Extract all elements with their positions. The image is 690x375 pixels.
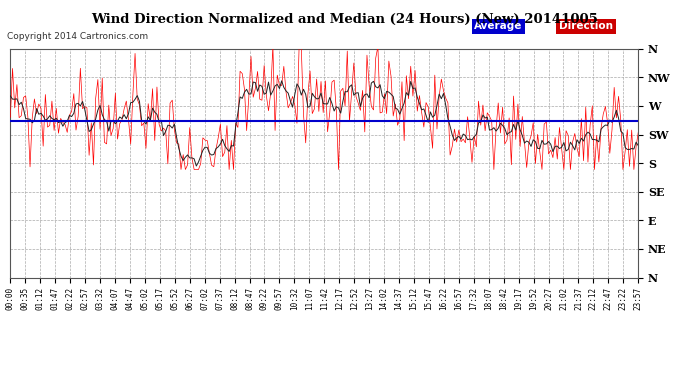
- Text: Direction: Direction: [559, 21, 613, 31]
- Text: Wind Direction Normalized and Median (24 Hours) (New) 20141005: Wind Direction Normalized and Median (24…: [92, 13, 598, 26]
- Text: Copyright 2014 Cartronics.com: Copyright 2014 Cartronics.com: [7, 32, 148, 41]
- Text: Average: Average: [474, 21, 523, 31]
